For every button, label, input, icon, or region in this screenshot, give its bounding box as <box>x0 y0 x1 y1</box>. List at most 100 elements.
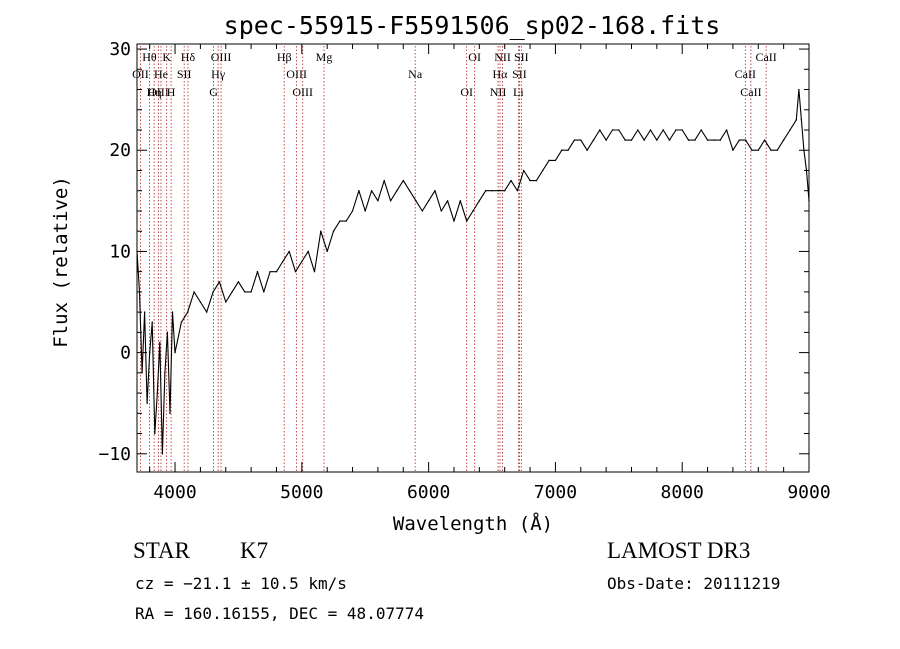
spectrum-point <box>706 139 709 141</box>
line-annotation-label: OI <box>468 50 481 64</box>
spectrum-point <box>313 270 316 273</box>
spectrum-point <box>164 372 166 374</box>
y-axis-label: Flux (relative) <box>50 176 72 348</box>
axes: 4000 5000 6000 7000 8000 9000 −10 0 10 20 30 <box>98 39 830 503</box>
spectrum-point <box>580 139 582 141</box>
spectrum-point <box>275 270 278 273</box>
spectrum-point <box>256 270 259 273</box>
spectrum-point <box>396 190 398 192</box>
spectrum-point <box>307 250 309 253</box>
spectrum-point <box>294 270 297 273</box>
spectrum-point <box>567 149 569 151</box>
spectrum-point <box>592 139 595 141</box>
spectrum-point <box>662 129 664 131</box>
line-annotation-label: SII <box>514 50 529 64</box>
spectrum-point <box>776 149 779 151</box>
spectrum-point <box>402 179 404 182</box>
spectrum-point <box>643 139 645 141</box>
y-tick-label: −10 <box>98 444 131 465</box>
spectrum-point <box>554 159 557 162</box>
line-annotation-label: OIII <box>286 67 307 81</box>
spectrum-point <box>782 139 785 141</box>
plot-series <box>136 88 810 455</box>
line-annotation-label: CaII <box>755 50 776 64</box>
spectrum-point <box>339 220 341 222</box>
line-annotation-label: NII <box>494 50 511 64</box>
spectrum-point <box>146 402 148 404</box>
y-tick-label: 30 <box>109 39 131 60</box>
spectrum-point <box>415 200 417 202</box>
spectrum-point <box>408 190 411 192</box>
line-annotation-label: K <box>162 50 171 64</box>
spectrum-point <box>440 210 443 212</box>
line-annotation-label: Hα <box>493 67 509 81</box>
spectrum-point <box>694 139 696 141</box>
y-tick-label: 10 <box>109 241 131 262</box>
spectrum-point <box>320 230 322 232</box>
spectrum-point <box>789 129 791 131</box>
spectrum-point <box>478 200 481 202</box>
spectrum-point <box>713 139 715 141</box>
spectrum-point <box>510 179 512 182</box>
line-annotation-label: H <box>167 85 176 99</box>
spectrum-point <box>206 311 208 313</box>
line-annotation-label: SII <box>177 67 192 81</box>
spectrum-point <box>523 169 525 172</box>
spectrum-point <box>180 321 183 323</box>
spectrum-point <box>231 291 233 293</box>
spectrum-point <box>143 311 146 313</box>
spectrum-point <box>218 281 221 283</box>
line-annotation-label: Hγ <box>211 67 226 81</box>
spectrum-point <box>351 210 354 212</box>
spectrum-point <box>751 149 753 151</box>
spectrum-point <box>624 139 626 141</box>
spectrum-point <box>237 281 240 283</box>
redshift-velocity: cz = −21.1 ± 10.5 km/s <box>135 574 347 593</box>
spectrum-point <box>757 149 759 151</box>
spectrum-point <box>332 230 335 232</box>
spectrum-line <box>136 88 810 455</box>
spectrum-point <box>586 149 588 151</box>
line-annotation-label: G <box>209 85 218 99</box>
spectrum-point <box>573 139 576 141</box>
spectrum-point <box>681 129 683 131</box>
spectrum-point <box>151 321 153 323</box>
line-annotation-label: OII <box>132 67 149 81</box>
x-tick-label: 5000 <box>280 482 323 503</box>
spectrum-point <box>244 291 246 293</box>
y-tick-label: 20 <box>109 140 131 161</box>
spectrum-point <box>637 129 639 131</box>
spectrum-point <box>472 210 474 212</box>
x-axis-label: Wavelength (Å) <box>393 512 553 535</box>
spectrum-point <box>465 220 468 222</box>
survey-label: LAMOST DR3 <box>607 538 751 563</box>
x-tick-label: 7000 <box>534 482 577 503</box>
spectrum-point <box>529 179 531 182</box>
spectrum-point <box>542 169 544 172</box>
line-annotation-label: OIII <box>211 50 232 64</box>
spectrum-point <box>434 190 436 192</box>
x-tick-label: 9000 <box>787 482 830 503</box>
spectrum-point <box>161 453 164 455</box>
spectrum-point <box>561 149 563 151</box>
spectrum-point <box>459 200 462 202</box>
spectrum-point <box>269 270 271 273</box>
spectrum-point <box>800 119 803 121</box>
line-annotation-label: Hβ <box>277 50 292 64</box>
spectrum-point <box>630 139 633 141</box>
spectrum-point <box>763 139 766 141</box>
line-annotation-label: Li <box>513 85 524 99</box>
spectrum-point <box>484 190 487 192</box>
spectrum-point <box>187 311 189 313</box>
spectrum-point <box>282 260 284 263</box>
x-tick-label: 8000 <box>661 482 704 503</box>
spectrum-point <box>605 139 607 141</box>
spectrum-point <box>725 129 728 131</box>
spectrum-point <box>668 139 671 141</box>
spectrum-point <box>719 139 721 141</box>
spectrum-point <box>345 220 347 222</box>
line-annotation-label: SII <box>512 67 527 81</box>
spectrum-point <box>156 392 158 394</box>
spectrum-point <box>166 331 169 334</box>
